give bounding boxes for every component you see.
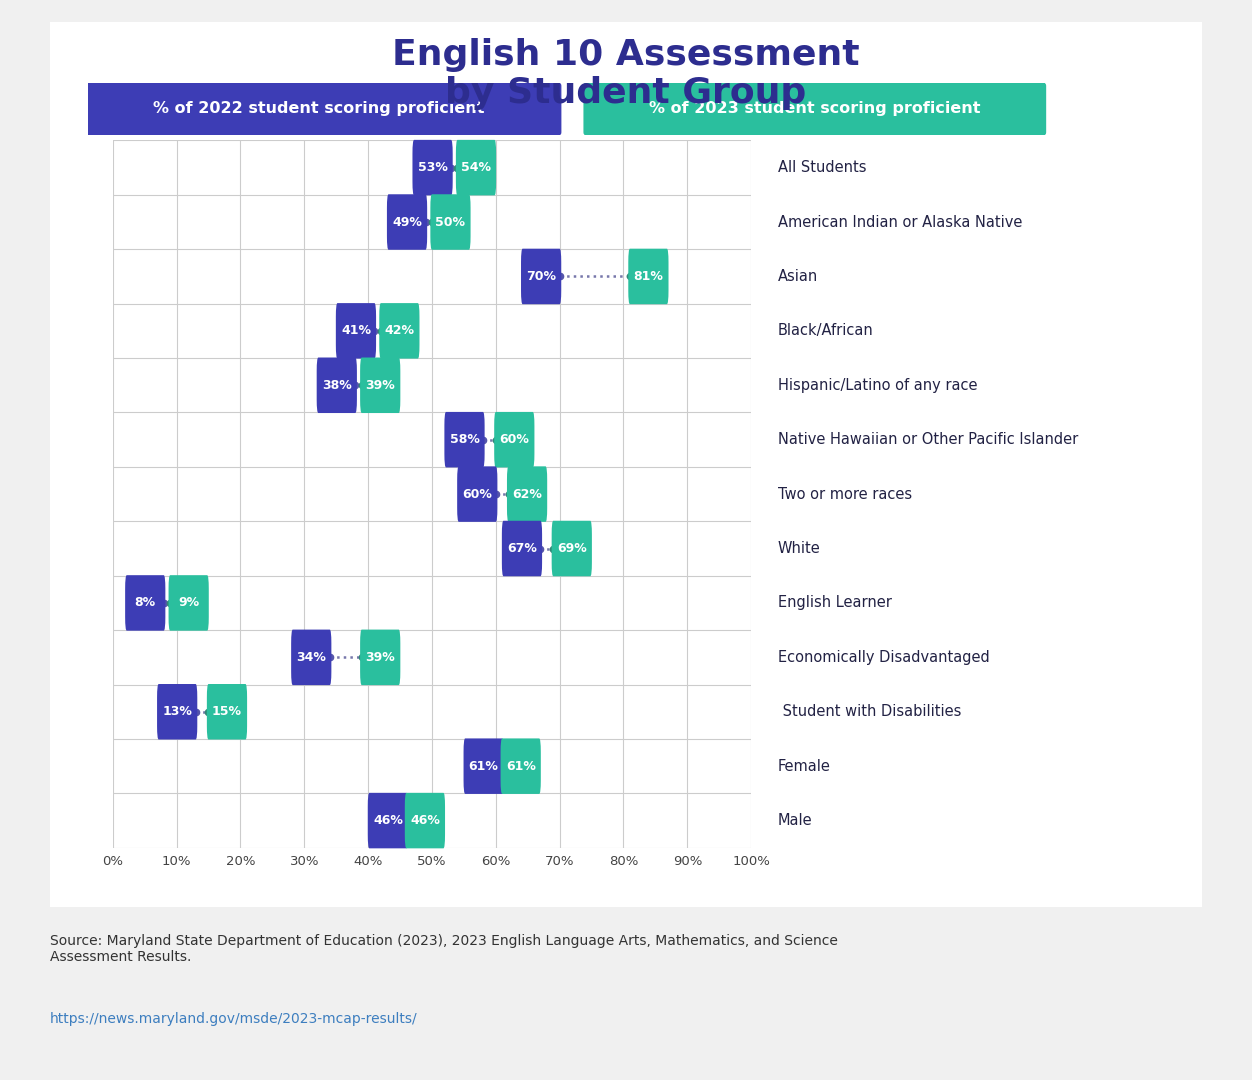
Text: 9%: 9% bbox=[178, 596, 199, 609]
FancyBboxPatch shape bbox=[431, 194, 471, 249]
Text: Two or more races: Two or more races bbox=[777, 487, 913, 501]
FancyBboxPatch shape bbox=[317, 357, 357, 413]
Text: https://news.maryland.gov/msde/2023-mcap-results/: https://news.maryland.gov/msde/2023-mcap… bbox=[50, 1012, 418, 1026]
FancyBboxPatch shape bbox=[336, 303, 376, 359]
Text: Male: Male bbox=[777, 813, 813, 828]
FancyBboxPatch shape bbox=[169, 576, 209, 631]
Text: 61%: 61% bbox=[506, 759, 536, 772]
Text: White: White bbox=[777, 541, 821, 556]
Text: 81%: 81% bbox=[634, 270, 664, 283]
Text: 42%: 42% bbox=[384, 324, 414, 337]
FancyBboxPatch shape bbox=[552, 521, 592, 577]
Text: Source: Maryland State Department of Education (2023), 2023 English Language Art: Source: Maryland State Department of Edu… bbox=[50, 934, 838, 964]
FancyBboxPatch shape bbox=[629, 248, 669, 305]
Text: 8%: 8% bbox=[135, 596, 155, 609]
FancyBboxPatch shape bbox=[456, 139, 496, 195]
FancyBboxPatch shape bbox=[156, 684, 198, 740]
Text: Hispanic/Latino of any race: Hispanic/Latino of any race bbox=[777, 378, 978, 393]
FancyBboxPatch shape bbox=[28, 4, 1224, 924]
Text: 46%: 46% bbox=[409, 814, 439, 827]
Text: 39%: 39% bbox=[366, 379, 396, 392]
FancyBboxPatch shape bbox=[387, 194, 427, 249]
Text: 61%: 61% bbox=[468, 759, 498, 772]
Text: 70%: 70% bbox=[526, 270, 556, 283]
Text: by Student Group: by Student Group bbox=[446, 76, 806, 109]
Text: All Students: All Students bbox=[777, 160, 866, 175]
FancyBboxPatch shape bbox=[412, 139, 453, 195]
FancyBboxPatch shape bbox=[507, 467, 547, 522]
FancyBboxPatch shape bbox=[76, 81, 561, 137]
Text: Asian: Asian bbox=[777, 269, 819, 284]
Text: 50%: 50% bbox=[436, 216, 466, 229]
Text: 13%: 13% bbox=[163, 705, 192, 718]
Text: English Learner: English Learner bbox=[777, 595, 891, 610]
Text: Economically Disadvantaged: Economically Disadvantaged bbox=[777, 650, 990, 665]
Text: 60%: 60% bbox=[462, 487, 492, 501]
Text: % of 2022 student scoring proficient: % of 2022 student scoring proficient bbox=[153, 100, 485, 116]
FancyBboxPatch shape bbox=[495, 411, 535, 468]
Text: 15%: 15% bbox=[212, 705, 242, 718]
Text: 53%: 53% bbox=[418, 161, 447, 174]
Text: 39%: 39% bbox=[366, 651, 396, 664]
Text: 54%: 54% bbox=[461, 161, 491, 174]
Text: 69%: 69% bbox=[557, 542, 587, 555]
FancyBboxPatch shape bbox=[583, 81, 1047, 137]
Text: Female: Female bbox=[777, 758, 831, 773]
FancyBboxPatch shape bbox=[521, 248, 561, 305]
Text: 58%: 58% bbox=[449, 433, 480, 446]
FancyBboxPatch shape bbox=[292, 630, 332, 685]
FancyBboxPatch shape bbox=[207, 684, 247, 740]
Text: 41%: 41% bbox=[341, 324, 371, 337]
FancyBboxPatch shape bbox=[457, 467, 497, 522]
FancyBboxPatch shape bbox=[368, 793, 408, 849]
FancyBboxPatch shape bbox=[379, 303, 419, 359]
FancyBboxPatch shape bbox=[502, 521, 542, 577]
Text: English 10 Assessment: English 10 Assessment bbox=[392, 38, 860, 71]
Text: 60%: 60% bbox=[500, 433, 530, 446]
Text: 49%: 49% bbox=[392, 216, 422, 229]
Text: 38%: 38% bbox=[322, 379, 352, 392]
Text: Black/African: Black/African bbox=[777, 323, 874, 338]
Text: American Indian or Alaska Native: American Indian or Alaska Native bbox=[777, 215, 1023, 230]
Text: Student with Disabilities: Student with Disabilities bbox=[777, 704, 962, 719]
Text: 46%: 46% bbox=[373, 814, 403, 827]
FancyBboxPatch shape bbox=[125, 576, 165, 631]
FancyBboxPatch shape bbox=[404, 793, 444, 849]
Text: 34%: 34% bbox=[297, 651, 327, 664]
FancyBboxPatch shape bbox=[501, 739, 541, 794]
Text: Native Hawaiian or Other Pacific Islander: Native Hawaiian or Other Pacific Islande… bbox=[777, 432, 1078, 447]
Text: % of 2023 student scoring proficient: % of 2023 student scoring proficient bbox=[649, 100, 980, 116]
FancyBboxPatch shape bbox=[361, 630, 401, 685]
Text: 67%: 67% bbox=[507, 542, 537, 555]
FancyBboxPatch shape bbox=[361, 357, 401, 413]
Text: 62%: 62% bbox=[512, 487, 542, 501]
FancyBboxPatch shape bbox=[463, 739, 503, 794]
FancyBboxPatch shape bbox=[444, 411, 485, 468]
